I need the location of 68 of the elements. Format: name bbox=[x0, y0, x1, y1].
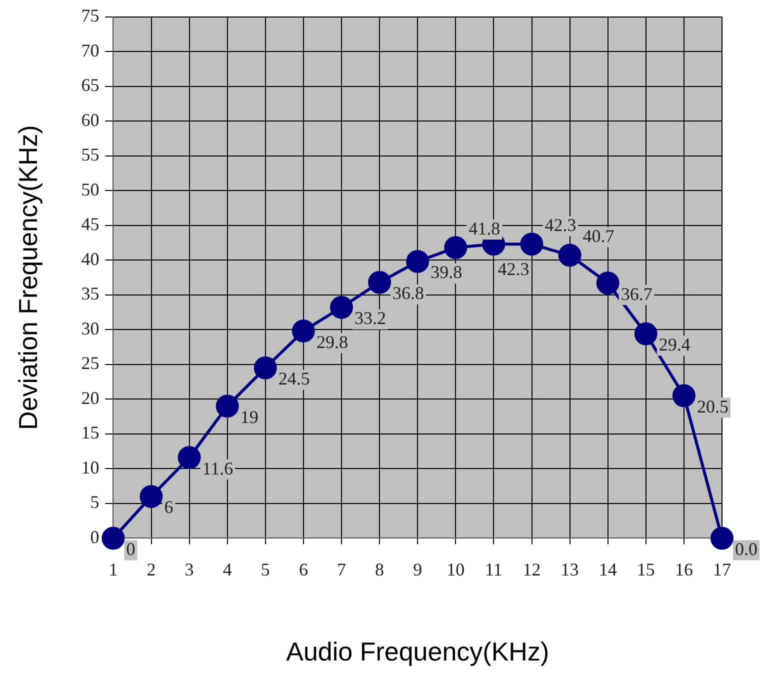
data-label: 29.8 bbox=[316, 332, 348, 352]
point bbox=[558, 244, 582, 267]
data-label: 36.7 bbox=[620, 284, 652, 304]
point bbox=[406, 250, 430, 274]
point bbox=[216, 394, 239, 418]
y-tick-label: 30 bbox=[81, 318, 100, 338]
x-tick-label: 2 bbox=[146, 560, 156, 580]
point bbox=[368, 270, 392, 294]
y-tick-label: 5 bbox=[90, 492, 100, 512]
data-label: 0 bbox=[126, 538, 136, 559]
point bbox=[292, 320, 315, 343]
point bbox=[672, 384, 696, 408]
x-tick-label: 14 bbox=[598, 560, 617, 580]
y-tick-label: 10 bbox=[81, 457, 100, 478]
x-tick-label: 6 bbox=[298, 560, 308, 580]
point bbox=[330, 296, 353, 319]
data-label: 0.0 bbox=[735, 538, 758, 559]
point bbox=[140, 484, 163, 508]
y-tick-label: 65 bbox=[81, 75, 100, 96]
data-label: 42.3 bbox=[544, 214, 576, 235]
x-tick-label: 16 bbox=[674, 560, 693, 580]
x-tick-label: 8 bbox=[375, 560, 384, 580]
x-tick-label: 4 bbox=[222, 560, 232, 580]
x-tick-label: 3 bbox=[184, 560, 194, 580]
data-label: 36.8 bbox=[392, 283, 424, 304]
x-tick-label: 5 bbox=[260, 560, 270, 580]
data-label: 24.5 bbox=[278, 368, 310, 389]
point bbox=[710, 526, 734, 550]
point bbox=[520, 232, 544, 256]
data-label: 19 bbox=[240, 406, 258, 427]
data-label: 39.8 bbox=[430, 262, 462, 282]
x-tick-label: 17 bbox=[713, 560, 731, 580]
y-tick-label: 40 bbox=[81, 248, 100, 269]
data-label: 41.8 bbox=[468, 218, 500, 238]
x-tick-label: 13 bbox=[560, 560, 579, 580]
point bbox=[596, 272, 620, 295]
data-label: 40.7 bbox=[582, 226, 614, 246]
data-label: 33.2 bbox=[354, 308, 386, 328]
y-tick-label: 50 bbox=[81, 179, 100, 200]
x-tick-label: 12 bbox=[522, 560, 541, 580]
point bbox=[102, 526, 125, 550]
data-label: 29.4 bbox=[658, 334, 690, 355]
y-tick-label: 25 bbox=[81, 353, 100, 374]
x-axis-title: Audio Frequency(KHz) bbox=[286, 636, 550, 667]
y-tick-label: 60 bbox=[81, 110, 100, 130]
y-tick-label: 0 bbox=[90, 526, 100, 547]
y-tick-label: 15 bbox=[81, 422, 100, 443]
x-tick-label: 10 bbox=[446, 560, 465, 580]
data-label: 6 bbox=[164, 497, 174, 518]
y-tick-label: 55 bbox=[81, 144, 100, 165]
x-tick-label: 15 bbox=[636, 560, 655, 580]
point bbox=[444, 236, 468, 260]
x-tick-label: 11 bbox=[485, 560, 502, 580]
y-tick-label: 45 bbox=[81, 214, 100, 234]
data-label: 42.3 bbox=[498, 258, 530, 279]
data-label: 20.5 bbox=[696, 396, 728, 416]
point bbox=[178, 446, 201, 470]
x-tick-label: 1 bbox=[108, 560, 118, 580]
data-label: 11.6 bbox=[202, 458, 234, 478]
y-tick-label: 35 bbox=[81, 284, 100, 304]
x-tick-label: 7 bbox=[337, 560, 346, 580]
y-tick-label: 70 bbox=[81, 40, 100, 60]
y-axis-title: Deviation Frequency(KHz) bbox=[12, 125, 43, 430]
point bbox=[254, 356, 277, 380]
x-tick-label: 9 bbox=[413, 560, 422, 580]
point bbox=[634, 322, 658, 346]
y-tick-label: 75 bbox=[81, 6, 100, 26]
y-tick-label: 20 bbox=[81, 388, 100, 408]
